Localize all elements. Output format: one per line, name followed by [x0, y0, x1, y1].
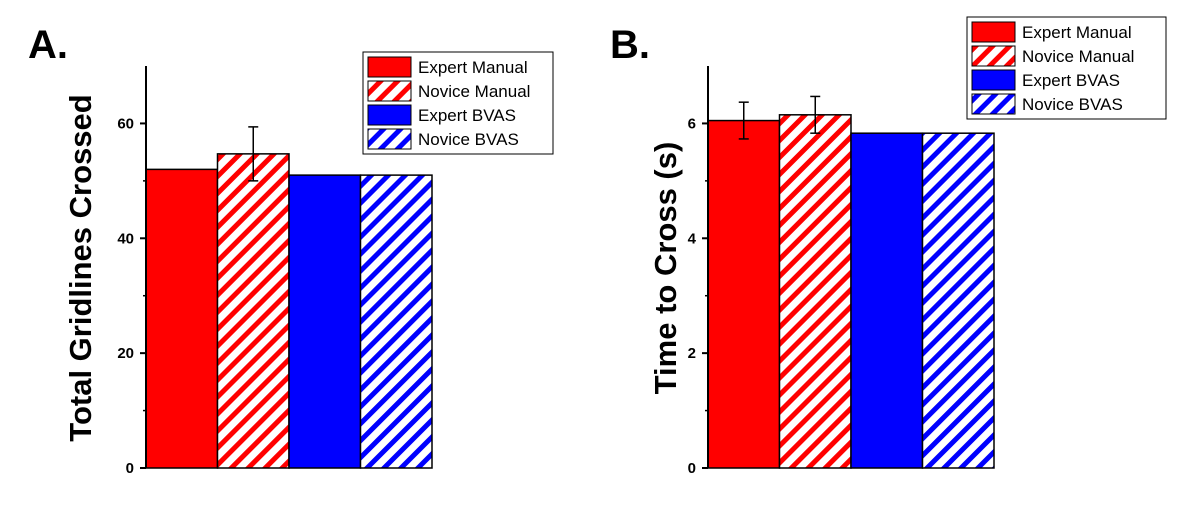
legend: Expert Manual Novice Manual Expert BVAS Nov… — [362, 51, 554, 155]
bar-expert-manual — [145, 168, 219, 469]
bars — [145, 153, 433, 469]
y-axis: 0 20 40 60 — [117, 66, 147, 477]
chart-panel-a: A. Total Gridlines Crossed 0 20 40 60 Exper… — [28, 23, 554, 477]
y-tick-label: 20 — [117, 345, 134, 362]
legend-label: Novice Manual — [418, 82, 530, 101]
legend-swatch — [971, 69, 1016, 91]
bar-novice-manual — [216, 153, 290, 469]
legend-label: Novice Manual — [1022, 47, 1134, 66]
y-axis-title: Total Gridlines Crossed — [63, 94, 98, 441]
legend-swatch — [367, 80, 412, 102]
bars — [707, 114, 995, 469]
error-bar-expert-manual — [738, 101, 749, 140]
y-tick-label: 0 — [688, 460, 696, 477]
bar-expert-bvas — [288, 174, 362, 469]
legend-swatch — [971, 93, 1016, 115]
legend-label: Expert Manual — [418, 58, 528, 77]
legend-swatch — [971, 45, 1016, 67]
bar-novice-bvas — [921, 132, 995, 469]
legend-swatch — [367, 56, 412, 78]
panel-label: A. — [28, 23, 68, 67]
legend-swatch — [367, 104, 412, 126]
legend-swatch — [971, 21, 1016, 43]
y-tick-label: 60 — [117, 115, 134, 132]
y-tick-label: 6 — [688, 115, 696, 132]
legend-label: Expert BVAS — [1022, 71, 1120, 90]
y-tick-label: 40 — [117, 230, 134, 247]
bar-novice-bvas — [359, 174, 433, 469]
chart-panel-b: B. Time to Cross (s) 0 2 4 6 Expert Manual N… — [610, 16, 1167, 477]
error-bars — [738, 95, 821, 140]
bar-expert-manual — [707, 119, 781, 469]
error-bars — [248, 126, 259, 182]
legend: Expert Manual Novice Manual Expert BVAS Nov… — [966, 16, 1167, 120]
legend-label: Expert BVAS — [418, 106, 516, 125]
bar-expert-bvas — [850, 132, 924, 469]
y-tick-label: 2 — [688, 345, 696, 362]
error-bar-novice-manual — [810, 95, 821, 134]
legend-label: Novice BVAS — [418, 130, 519, 149]
y-tick-label: 4 — [688, 230, 697, 247]
legend-label: Expert Manual — [1022, 23, 1132, 42]
y-axis-title: Time to Cross (s) — [648, 142, 683, 395]
y-axis: 0 2 4 6 — [688, 66, 709, 477]
legend-swatch — [367, 128, 412, 150]
panel-label: B. — [610, 23, 650, 67]
y-tick-label: 0 — [126, 460, 134, 477]
legend-label: Novice BVAS — [1022, 95, 1123, 114]
error-bar-novice-manual — [248, 126, 259, 182]
bar-novice-manual — [778, 114, 852, 469]
